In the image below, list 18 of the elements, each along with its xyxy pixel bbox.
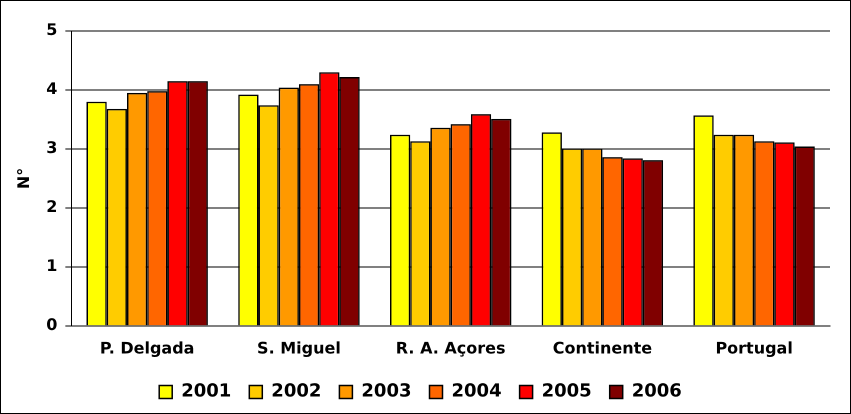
x-tick-label: Portugal [715, 338, 793, 358]
legend-label: 2006 [632, 380, 682, 402]
x-tick-label: S. Miguel [257, 338, 341, 358]
x-tick-label: Continente [552, 338, 652, 358]
legend-label: 2003 [361, 380, 412, 402]
y-tick-label: 3 [46, 138, 58, 158]
x-tick-label: R. A. Açores [396, 338, 506, 358]
legend-label: 2001 [181, 380, 232, 402]
legend-label: 2005 [542, 380, 592, 402]
y-tick-label: 0 [46, 314, 58, 334]
x-tick-label: P. Delgada [100, 338, 194, 358]
legend-label: 2002 [271, 380, 322, 402]
y-tick-label: 4 [46, 79, 58, 98]
y-tick-label: 2 [46, 197, 58, 216]
y-tick-label: 1 [46, 256, 58, 275]
y-axis-title: N° [14, 168, 33, 190]
legend-label: 2004 [452, 380, 502, 402]
y-tick-label: 5 [46, 20, 58, 40]
